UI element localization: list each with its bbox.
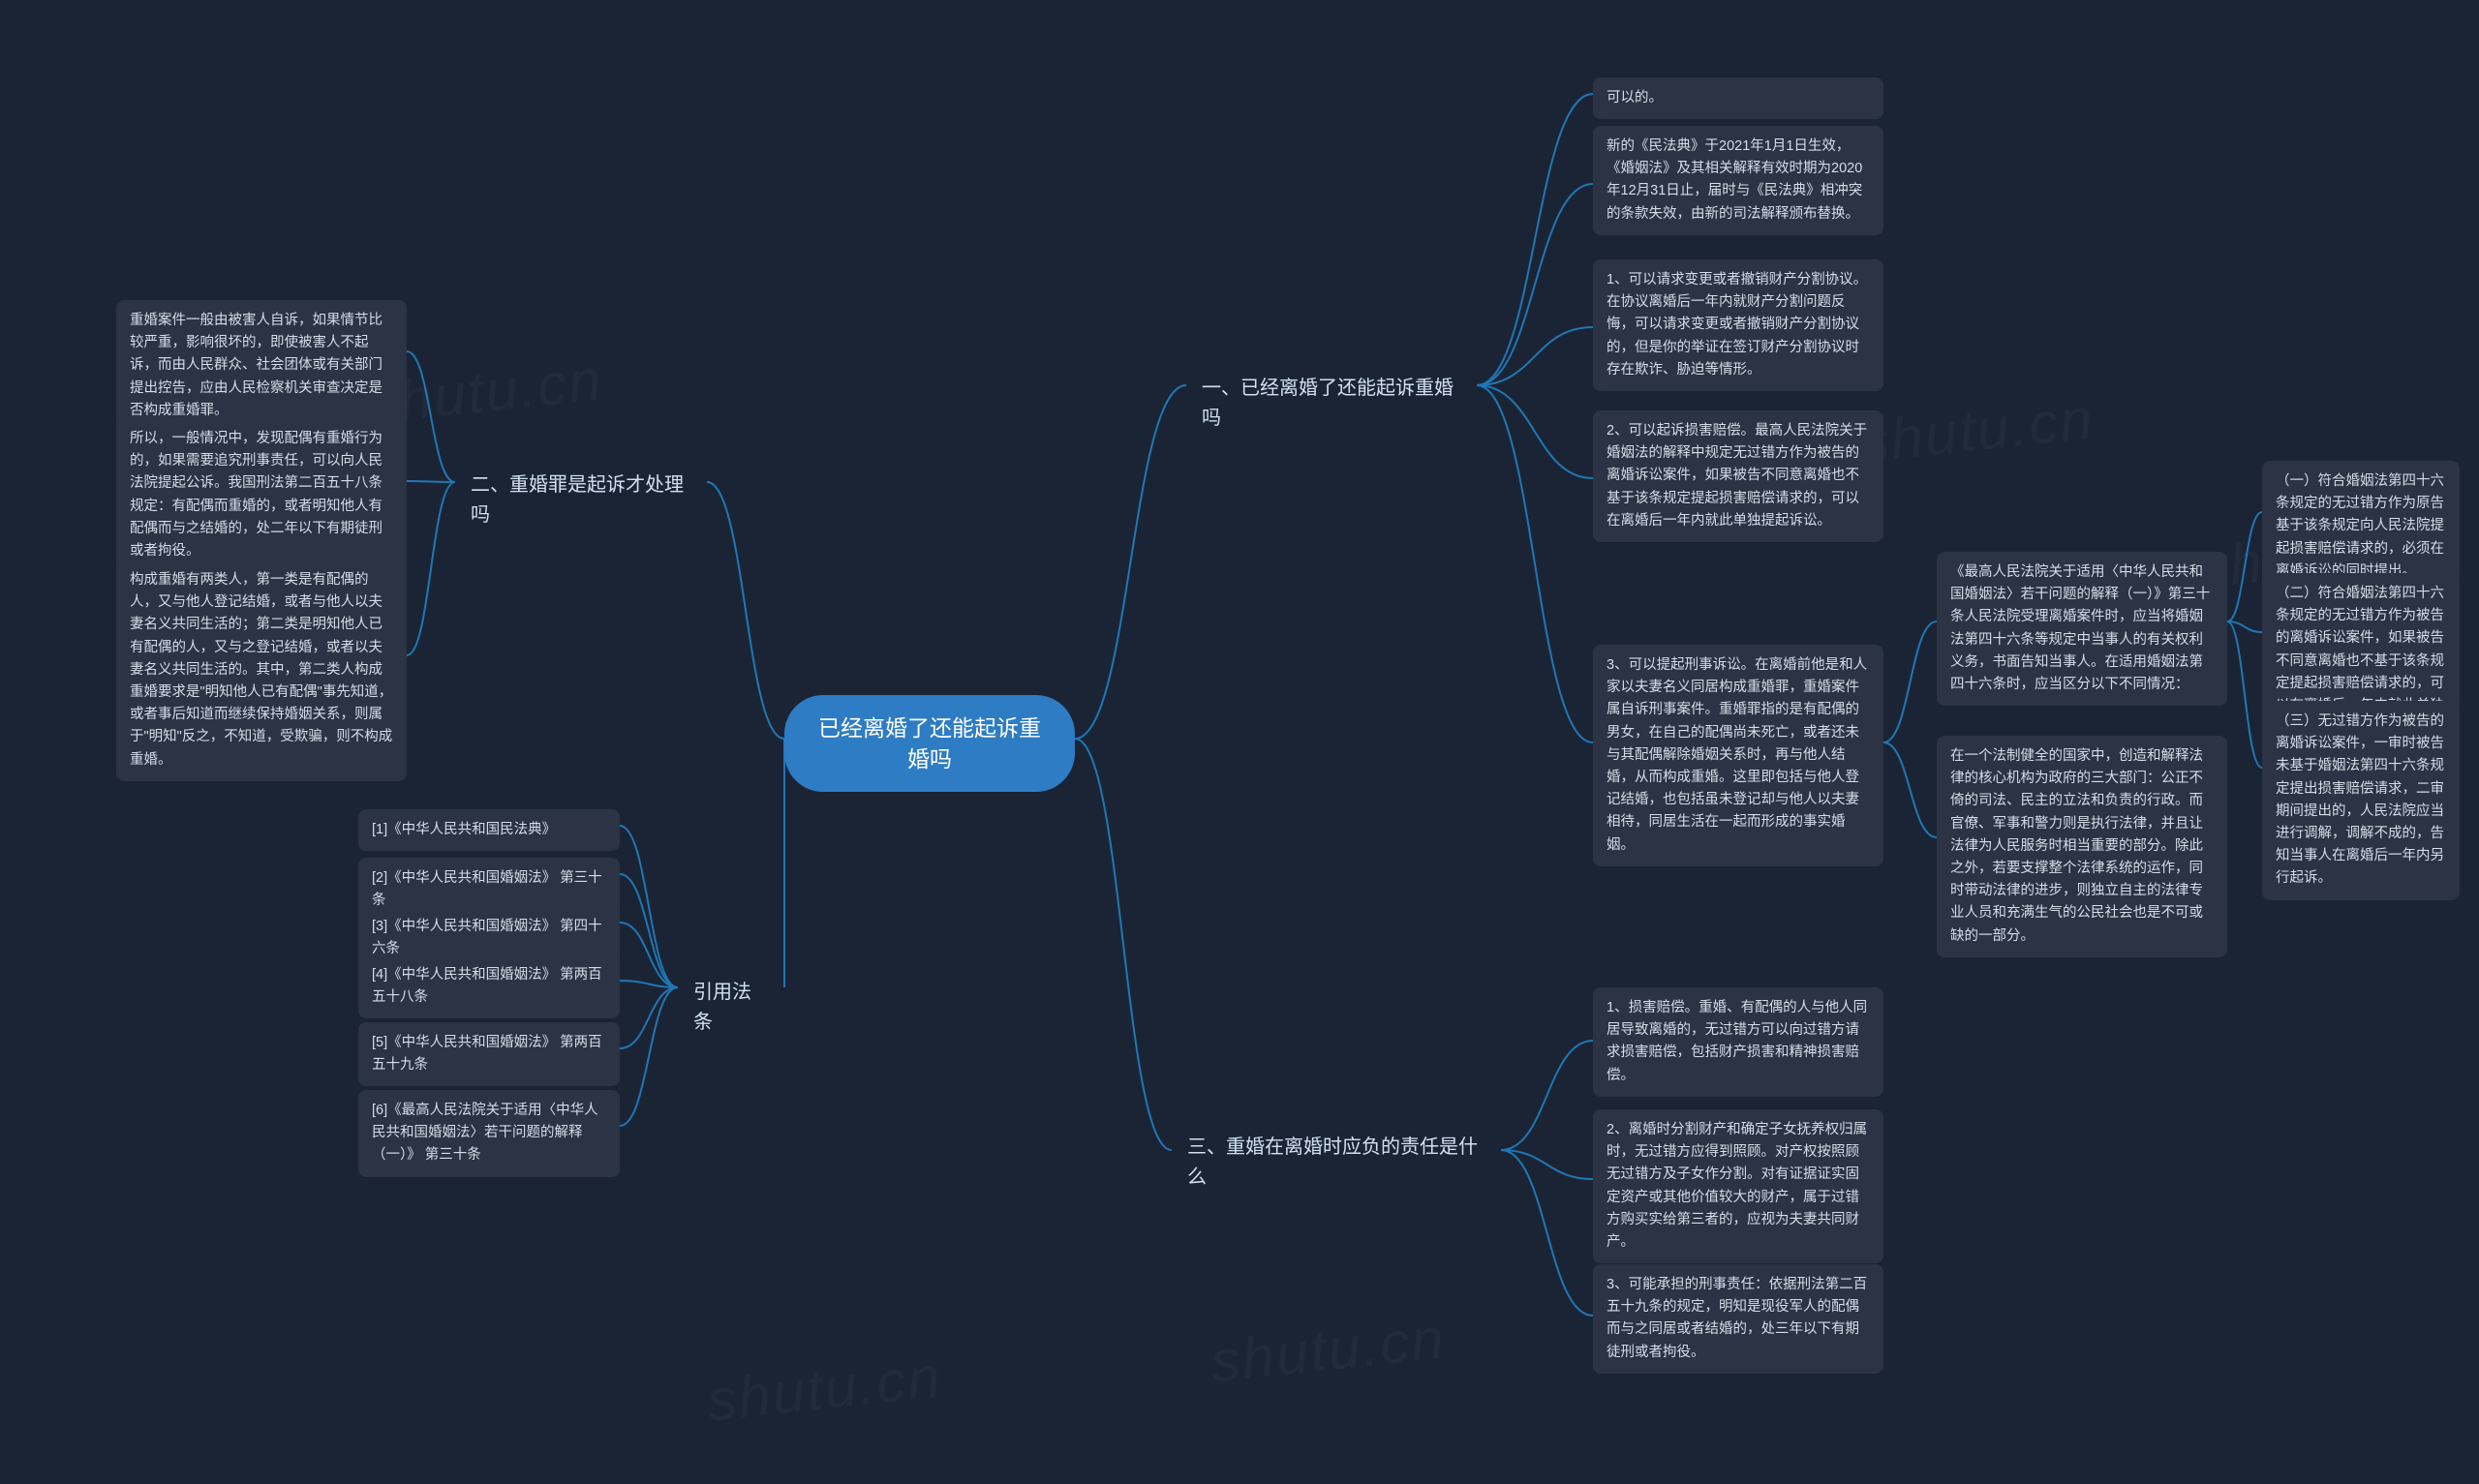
leaf-card: 2、可以起诉损害赔偿。最高人民法院关于婚姻法的解释中规定无过错方作为被告的离婚诉… [1593, 410, 1883, 542]
edge [407, 351, 455, 482]
watermark: shutu.cn [1856, 384, 2097, 475]
leaf-card: 2、离婚时分割财产和确定子女抚养权归属时，无过错方应得到照顾。对产权按照顾无过错… [1593, 1109, 1883, 1263]
edge [620, 923, 678, 987]
mindmap-root: 已经离婚了还能起诉重婚吗 [784, 695, 1075, 792]
edge [1477, 385, 1593, 478]
edge [1883, 742, 1937, 837]
leaf-card: 新的《民法典》于2021年1月1日生效，《婚姻法》及其相关解释有效时期为2020… [1593, 126, 1883, 235]
edge [1883, 621, 1937, 742]
leaf-card: 《最高人民法院关于适用〈中华人民共和国婚姻法〉若干问题的解释（一）》第三十条人民… [1937, 552, 2227, 706]
edge [1477, 327, 1593, 385]
branch-node: 二、重婚罪是起诉才处理吗 [455, 461, 707, 540]
leaf-card: [6]《最高人民法院关于适用〈中华人民共和国婚姻法〉若干问题的解释（一）》 第三… [358, 1090, 620, 1177]
edge [407, 482, 455, 655]
edge [2227, 621, 2262, 632]
edge [1501, 1041, 1593, 1150]
leaf-card: 1、损害赔偿。重婚、有配偶的人与他人同居导致离婚的，无过错方可以向过错方请求损害… [1593, 987, 1883, 1097]
edge [620, 826, 678, 987]
leaf-card: 可以的。 [1593, 77, 1883, 119]
edge [1477, 385, 1593, 742]
branch-node: 引用法条 [678, 968, 784, 1047]
branch-node: 一、已经离婚了还能起诉重婚吗 [1186, 364, 1477, 443]
edge [620, 874, 678, 987]
edge [1477, 184, 1593, 385]
leaf-card: 1、可以请求变更或者撤销财产分割协议。在协议离婚后一年内就财产分割问题反悔，可以… [1593, 259, 1883, 391]
leaf-card: 3、可能承担的刑事责任：依据刑法第二百五十九条的规定，明知是现役军人的配偶而与之… [1593, 1264, 1883, 1374]
edge [1501, 1150, 1593, 1179]
watermark: shutu.cn [704, 1343, 945, 1434]
edge [620, 987, 678, 1126]
leaf-card: [5]《中华人民共和国婚姻法》 第两百五十九条 [358, 1022, 620, 1086]
edge [620, 981, 678, 987]
watermark: shutu.cn [1208, 1304, 1449, 1395]
edge [1075, 739, 1172, 1150]
leaf-card: [4]《中华人民共和国婚姻法》 第两百五十八条 [358, 954, 620, 1018]
leaf-card: 在一个法制健全的国家中，创造和解释法律的核心机构为政府的三大部门：公正不倚的司法… [1937, 736, 2227, 957]
edge [1075, 385, 1186, 739]
edge [707, 482, 784, 739]
branch-node: 三、重婚在离婚时应负的责任是什么 [1172, 1123, 1501, 1202]
leaf-card: 构成重婚有两类人，第一类是有配偶的人，又与他人登记结婚，或者与他人以夫妻名义共同… [116, 560, 407, 781]
leaf-card: 所以，一般情况中，发现配偶有重婚行为的，如果需要追究刑事责任，可以向人民法院提起… [116, 418, 407, 572]
edge [2227, 512, 2262, 621]
edge [1501, 1150, 1593, 1316]
leaf-card: [1]《中华人民共和国民法典》 [358, 809, 620, 851]
edge [407, 481, 455, 482]
edge [2227, 621, 2262, 768]
edge [620, 987, 678, 1048]
leaf-card: 重婚案件一般由被害人自诉，如果情节比较严重，影响很坏的，即使被害人不起诉，而由人… [116, 300, 407, 432]
leaf-card: 3、可以提起刑事诉讼。在离婚前他是和人家以夫妻名义同居构成重婚罪，重婚案件属自诉… [1593, 645, 1883, 866]
edge [1477, 94, 1593, 385]
leaf-card: （三）无过错方作为被告的离婚诉讼案件，一审时被告未基于婚姻法第四十六条规定提出损… [2262, 701, 2460, 900]
